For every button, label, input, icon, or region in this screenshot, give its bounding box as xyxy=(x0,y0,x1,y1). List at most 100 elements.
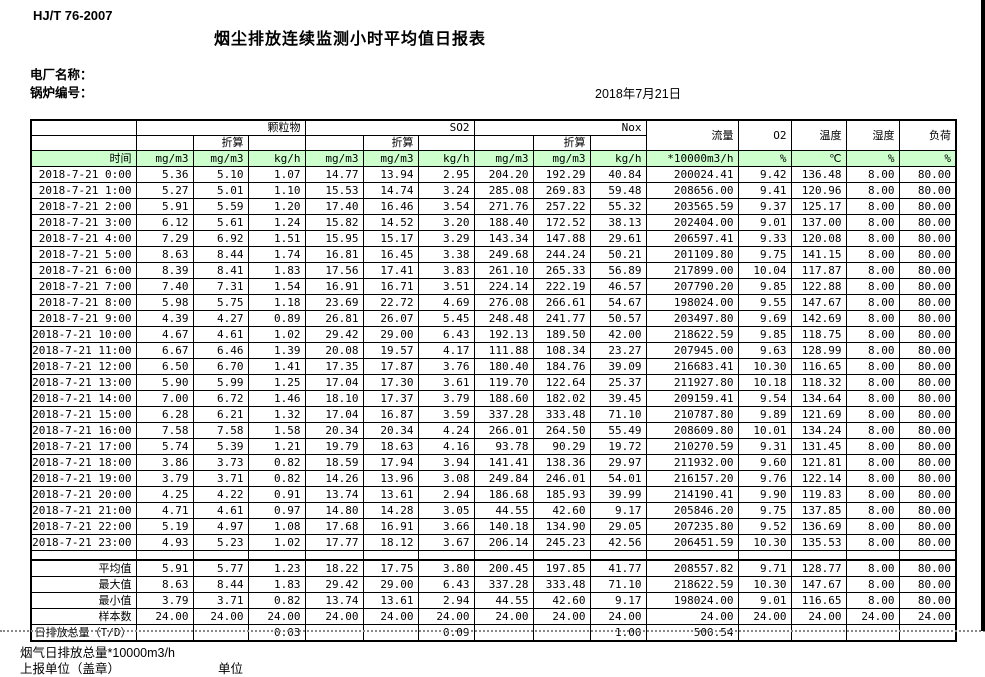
value-cell: 241.77 xyxy=(532,310,591,327)
value-cell: 6.70 xyxy=(192,358,249,375)
value-cell: 29.61 xyxy=(589,230,647,247)
value-cell: 4.22 xyxy=(192,486,249,503)
value-cell: 13.61 xyxy=(362,486,419,503)
value-cell: 14.74 xyxy=(362,182,419,199)
time-cell: 2018-7-21 1:00 xyxy=(30,182,137,199)
value-cell: 23.27 xyxy=(589,342,647,359)
value-cell: 128.77 xyxy=(790,559,847,577)
value-cell: 180.40 xyxy=(473,358,534,375)
so2-converted-header: 折算 xyxy=(362,135,419,151)
value-cell: 80.00 xyxy=(898,559,957,577)
value-cell: 248.48 xyxy=(473,310,534,327)
header-converted-row: 折算 折算 折算 xyxy=(30,135,956,151)
value-cell: 4.71 xyxy=(135,502,194,519)
time-header: 时间 xyxy=(30,150,137,167)
page-break-line xyxy=(0,630,985,632)
value-cell: 3.20 xyxy=(417,214,475,231)
table-row: 2018-7-21 17:00 5.74 5.39 1.21 19.79 18.63 4.1… xyxy=(30,438,957,455)
value-cell: 189.50 xyxy=(532,326,591,343)
value-cell: 3.86 xyxy=(135,454,194,471)
value-cell: 24.00 xyxy=(898,608,957,625)
value-cell: 80.00 xyxy=(898,406,957,423)
table-row: 2018-7-21 14:00 7.00 6.72 1.46 18.10 17.37 3.7… xyxy=(30,390,957,407)
value-cell: 0.82 xyxy=(247,470,306,487)
value-cell: 55.49 xyxy=(589,422,647,439)
value-cell: 71.10 xyxy=(589,406,647,423)
table-row: 2018-7-21 2:00 5.91 5.59 1.20 17.40 16.46 3.54… xyxy=(30,198,957,215)
value-cell: 17.56 xyxy=(304,262,364,279)
value-cell: 0.91 xyxy=(247,486,306,503)
reporting-unit-label: 上报单位（盖章） xyxy=(20,662,121,676)
value-cell: 0.03 xyxy=(247,624,306,642)
value-cell: 17.35 xyxy=(304,358,364,375)
value-cell: 3.71 xyxy=(192,470,249,487)
value-cell: 5.91 xyxy=(135,559,194,577)
value-cell xyxy=(737,624,792,642)
value-cell: 80.00 xyxy=(898,518,957,535)
value-cell: 8.00 xyxy=(845,326,900,343)
value-cell: 80.00 xyxy=(898,278,957,295)
value-cell: 39.09 xyxy=(589,358,647,375)
value-cell: 4.61 xyxy=(192,502,249,519)
table-row: 2018-7-21 7:00 7.40 7.31 1.54 16.91 16.71 3.51… xyxy=(30,278,957,295)
value-cell: 1.00 xyxy=(589,624,647,642)
value-cell: 8.00 xyxy=(845,246,900,263)
value-cell: 3.67 xyxy=(417,534,475,551)
value-cell: 7.31 xyxy=(192,278,249,295)
unit-cell: mg/m3 xyxy=(473,150,534,167)
table-row: 2018-7-21 0:00 5.36 5.10 1.07 14.77 13.94 2.95… xyxy=(30,166,957,183)
value-cell: 120.96 xyxy=(790,182,847,199)
summary-label-cell: 最小值 xyxy=(30,592,137,609)
value-cell: 10.30 xyxy=(737,534,792,551)
value-cell: 16.81 xyxy=(304,246,364,263)
value-cell: 266.61 xyxy=(532,294,591,311)
value-cell: 42.60 xyxy=(532,592,591,609)
value-cell: 18.10 xyxy=(304,390,364,407)
unit-cell: kg/h xyxy=(589,150,647,167)
value-cell: 5.74 xyxy=(135,438,194,455)
humidity-header: 湿度 xyxy=(845,119,900,151)
value-cell: 9.17 xyxy=(589,592,647,609)
value-cell: 80.00 xyxy=(898,326,957,343)
value-cell: 3.05 xyxy=(417,502,475,519)
value-cell: 4.67 xyxy=(135,326,194,343)
empty-corner-cell xyxy=(30,119,137,136)
value-cell: 206.14 xyxy=(473,534,534,551)
time-cell: 2018-7-21 23:00 xyxy=(30,534,137,551)
value-cell: 9.90 xyxy=(737,486,792,503)
time-cell: 2018-7-21 11:00 xyxy=(30,342,137,359)
value-cell: 14.77 xyxy=(304,166,364,183)
value-cell: 5.61 xyxy=(192,214,249,231)
particulate-group-header: 颗粒物 xyxy=(135,119,306,136)
load-header: 负荷 xyxy=(898,119,957,151)
value-cell: 337.28 xyxy=(473,406,534,423)
value-cell: 1.54 xyxy=(247,278,306,295)
value-cell: 188.40 xyxy=(473,214,534,231)
value-cell: 209159.41 xyxy=(645,390,739,407)
value-cell: 17.77 xyxy=(304,534,364,551)
value-cell: 9.42 xyxy=(737,166,792,183)
value-cell: 54.01 xyxy=(589,470,647,487)
value-cell: 80.00 xyxy=(898,422,957,439)
value-cell: 13.74 xyxy=(304,592,364,609)
value-cell: 26.07 xyxy=(362,310,419,327)
empty-cell xyxy=(247,135,306,151)
time-cell: 2018-7-21 17:00 xyxy=(30,438,137,455)
table-header: 颗粒物 SO2 Nox 流量 O2 温度 湿度 负荷 折算 折算 折算 时间 m… xyxy=(30,119,957,167)
value-cell: 18.63 xyxy=(362,438,419,455)
time-cell: 2018-7-21 3:00 xyxy=(30,214,137,231)
value-cell: 17.87 xyxy=(362,358,419,375)
value-cell: 29.00 xyxy=(362,326,419,343)
value-cell: 20.34 xyxy=(362,422,419,439)
time-cell: 2018-7-21 5:00 xyxy=(30,246,137,263)
value-cell: 224.14 xyxy=(473,278,534,295)
units-row: 时间 mg/m3 mg/m3 kg/h mg/m3 mg/m3 kg/h mg/… xyxy=(30,150,957,167)
value-cell: 71.10 xyxy=(589,576,647,593)
value-cell: 14.52 xyxy=(362,214,419,231)
value-cell: 20.34 xyxy=(304,422,364,439)
empty-cell xyxy=(790,550,847,561)
value-cell: 266.01 xyxy=(473,422,534,439)
value-cell: 29.97 xyxy=(589,454,647,471)
value-cell: 119.70 xyxy=(473,374,534,391)
